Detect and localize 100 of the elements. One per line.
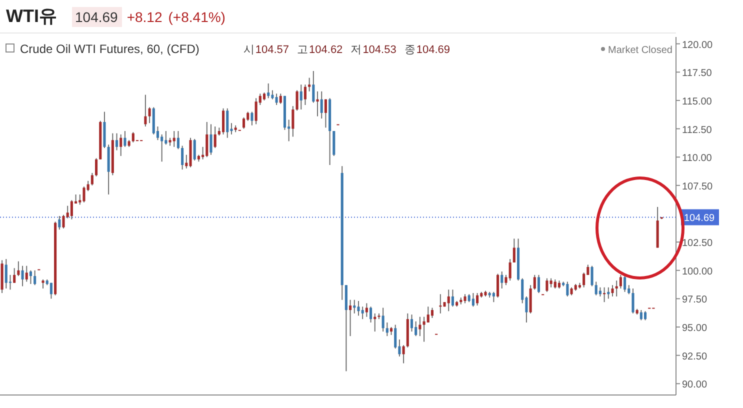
candlestick [308,77,311,92]
candlestick [632,288,634,314]
candlestick [193,138,196,161]
candlestick [508,258,512,282]
candlestick [242,116,246,130]
text: Crude Oil WTI Futures, 60, (CFD) [20,42,200,56]
candlestick [464,294,466,304]
annotation: 104.69 [416,44,450,56]
candlestick [132,132,134,143]
candlestick [324,98,327,128]
y-tick-label: 107.50 [682,181,714,192]
candlestick [25,265,28,282]
candlestick [254,98,258,125]
candlestick [349,299,352,337]
candlestick [512,238,516,263]
candlestick [21,265,24,287]
candlestick [164,130,168,146]
candlestick [447,289,450,312]
candlestick [70,200,73,220]
candlestick [124,130,126,148]
candlestick [34,270,36,286]
candlestick [148,106,151,124]
candlestick [275,93,278,106]
text: (+8.41%) [168,9,226,25]
candlestick [226,108,229,138]
candlestick [422,316,426,342]
candlestick [550,278,552,288]
candlestick [115,132,118,151]
candlestick [160,134,164,162]
candlestick [619,274,622,290]
candlestick [590,265,594,287]
candlestick [537,274,540,294]
candlestick [82,186,86,203]
candlestick [615,280,618,297]
candlestick [296,90,298,112]
candlestick [476,292,479,306]
candlestick [13,268,16,284]
candlestick [17,260,20,277]
chart-title: WTI유 [6,6,57,26]
candlestick [176,130,180,150]
annotation: 104.57 [255,44,290,56]
candlestick [320,90,323,120]
candlestick [418,316,422,337]
candlestick [546,278,548,292]
candlestick [62,214,65,229]
candlestick [312,70,315,104]
candlestick [386,322,388,337]
candlestick [402,344,405,364]
candlestick [279,93,282,104]
candlestick [410,314,414,332]
candlestick [496,273,500,298]
candlestick [492,291,495,303]
candlestick [144,94,147,127]
y-tick-label: 97.50 [682,294,708,306]
candlestick [292,106,294,138]
candlestick [214,126,216,149]
annotation: 종 [404,44,416,56]
y-tick-label: 95.00 [682,323,708,334]
candlestick [426,306,430,323]
candlestick [353,299,356,314]
candlestick [361,306,364,320]
candlestick [640,310,642,321]
candlestick [472,292,474,308]
candlestick [222,108,225,135]
y-tick-label: 112.50 [682,124,712,136]
candlestick [210,124,212,156]
candlestick [300,84,302,110]
candlestick [58,216,61,230]
annotation: 저 [350,44,362,56]
candlestick [4,258,8,290]
y-tick-label: 100.00 [682,266,714,278]
candlestick [451,289,454,308]
candlestick [370,306,372,323]
candlestick [611,284,614,297]
candlestick [95,158,98,177]
candlestick [529,284,532,314]
candlestick [594,281,598,296]
y-tick-label: 110.00 [682,153,712,164]
candlestick [382,307,384,332]
ref-line-label: 104.69 [684,213,716,224]
candlestick [430,307,434,318]
candlestick [566,281,569,297]
candlestick [120,134,122,156]
candlestick [554,278,556,290]
y-tick-label: 92.50 [682,351,708,362]
candlestick [90,172,94,186]
candlestick [29,270,32,284]
text: +8.12 [126,9,162,25]
candlestick [504,274,508,286]
y-tick-label: 117.50 [682,68,712,80]
y-tick-label: 120.00 [682,40,714,51]
candlestick [316,90,319,117]
candlestick [181,145,184,170]
y-tick-label: 90.00 [682,380,708,391]
candlestick [644,310,647,321]
candlestick [332,130,336,156]
annotation: Market Closed [608,45,672,56]
annotation: 시 [243,44,254,56]
candlestick [50,282,52,300]
candlestick [365,302,368,318]
